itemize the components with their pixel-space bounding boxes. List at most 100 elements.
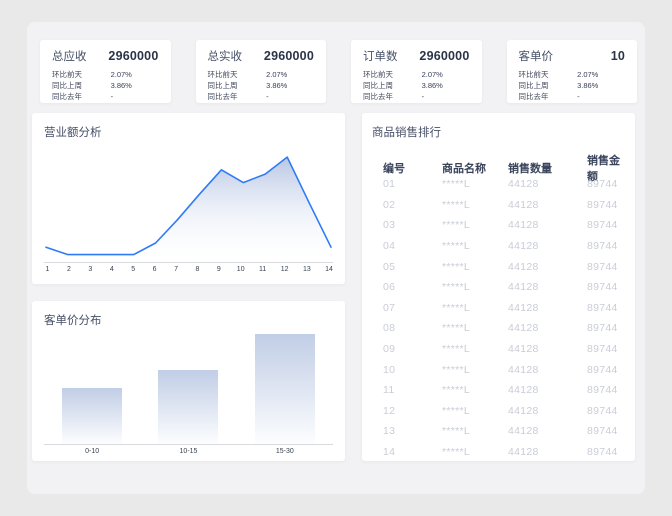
bar-0-10 bbox=[62, 388, 123, 444]
column-header-sales-amount: 销售金额 bbox=[587, 155, 620, 183]
cell-sales-qty: 44128 bbox=[508, 446, 539, 459]
cell-sales-qty: 44128 bbox=[508, 301, 539, 314]
cell-product-name: *****L bbox=[442, 384, 471, 397]
kpi-metric-row: 环比前天 2.07% bbox=[363, 69, 470, 80]
kpi-metric-label: 同比上周 bbox=[52, 81, 82, 90]
cell-no: 07 bbox=[383, 301, 396, 314]
x-tick-label: 4 bbox=[109, 266, 114, 273]
kpi-title: 客单价 bbox=[518, 51, 554, 63]
table-row: 05 *****L 44128 89744 bbox=[372, 256, 625, 277]
cell-product-name: *****L bbox=[442, 260, 471, 273]
bar-category-label: 15-30 bbox=[275, 448, 294, 455]
cell-sales-amount: 89744 bbox=[587, 446, 618, 459]
kpi-metric-value: 3.86% bbox=[421, 81, 443, 90]
table-row: 11 *****L 44128 89744 bbox=[372, 380, 625, 401]
kpi-card-order-count: 订单数 2960000 环比前天 2.07% 同比上周 3.86% 同比去年 - bbox=[351, 40, 482, 103]
kpi-metric-value: 2.07% bbox=[421, 70, 443, 79]
cell-sales-amount: 89744 bbox=[587, 363, 618, 376]
x-tick-label: 13 bbox=[302, 266, 311, 273]
x-tick-label: 10 bbox=[236, 266, 245, 273]
cell-no: 14 bbox=[383, 446, 396, 459]
dashboard-panel: 总应收 2960000 环比前天 2.07% 同比上周 3.86% 同比去年 -… bbox=[27, 22, 645, 494]
cell-sales-amount: 89744 bbox=[587, 281, 618, 294]
kpi-metric-value: 3.86% bbox=[577, 81, 599, 90]
cell-sales-qty: 44128 bbox=[508, 363, 539, 376]
kpi-metric-row: 同比去年 - bbox=[52, 91, 159, 102]
bar-15-30 bbox=[254, 334, 315, 444]
cell-no: 13 bbox=[383, 425, 396, 438]
cell-no: 03 bbox=[383, 219, 396, 232]
x-tick-label: 12 bbox=[280, 266, 289, 273]
cell-sales-amount: 89744 bbox=[587, 260, 618, 273]
bar-chart-x-axis: 0-10 10-15 15-30 bbox=[44, 448, 333, 455]
kpi-card-avg-order-value: 客单价 10 环比前天 2.07% 同比上周 3.86% 同比去年 - bbox=[506, 40, 637, 103]
kpi-value: 2960000 bbox=[419, 49, 470, 63]
kpi-metric-row: 同比上周 3.86% bbox=[363, 80, 470, 91]
bar-column bbox=[140, 370, 236, 444]
kpi-metric-label: 环比前天 bbox=[207, 70, 238, 79]
cell-sales-amount: 89744 bbox=[587, 219, 618, 232]
cell-sales-qty: 44128 bbox=[508, 404, 539, 417]
cell-sales-qty: 44128 bbox=[508, 178, 539, 191]
kpi-metric-value: - bbox=[577, 92, 580, 101]
revenue-analysis-card: 营业额分析 1 2 3 4 5 6 7 8 9 10 11 12 13 14 bbox=[32, 113, 345, 284]
column-header-product-name: 商品名称 bbox=[442, 163, 486, 175]
cell-sales-qty: 44128 bbox=[508, 281, 539, 294]
kpi-metric-label: 同比上周 bbox=[207, 81, 238, 90]
cell-no: 10 bbox=[383, 363, 396, 376]
kpi-head: 总实收 2960000 bbox=[208, 48, 315, 64]
kpi-title: 总应收 bbox=[52, 51, 87, 63]
cell-sales-amount: 89744 bbox=[587, 198, 618, 211]
content-row: 营业额分析 1 2 3 4 5 6 7 8 9 10 11 12 13 14 客单价分布 0-10 10-1… bbox=[32, 113, 635, 461]
table-row: 02 *****L 44128 89744 bbox=[372, 195, 625, 216]
table-row: 07 *****L 44128 89744 bbox=[372, 298, 625, 319]
kpi-card-total-received: 总实收 2960000 环比前天 2.07% 同比上周 3.86% 同比去年 - bbox=[195, 40, 326, 103]
cell-no: 12 bbox=[383, 404, 396, 417]
area-fill bbox=[46, 157, 331, 261]
cell-sales-amount: 89744 bbox=[587, 301, 618, 314]
cell-product-name: *****L bbox=[442, 404, 471, 417]
kpi-metric-label: 同比去年 bbox=[363, 92, 393, 101]
kpi-row: 总应收 2960000 环比前天 2.07% 同比上周 3.86% 同比去年 -… bbox=[40, 40, 637, 103]
kpi-metric-row: 同比上周 3.86% bbox=[519, 80, 626, 91]
cell-product-name: *****L bbox=[442, 425, 471, 438]
cell-product-name: *****L bbox=[442, 198, 471, 211]
cell-sales-qty: 44128 bbox=[508, 240, 539, 253]
cell-sales-amount: 89744 bbox=[587, 404, 618, 417]
cell-product-name: *****L bbox=[442, 281, 471, 294]
kpi-metric-row: 环比前天 2.07% bbox=[519, 69, 626, 80]
kpi-metric-row: 同比上周 3.86% bbox=[208, 80, 315, 91]
cell-no: 08 bbox=[383, 322, 396, 335]
cell-product-name: *****L bbox=[442, 219, 471, 232]
table-body: 01 *****L 44128 89744 02 *****L 44128 89744 03 **… bbox=[372, 174, 625, 462]
cell-product-name: *****L bbox=[442, 301, 471, 314]
cell-product-name: *****L bbox=[442, 446, 471, 459]
cell-no: 06 bbox=[383, 281, 396, 294]
kpi-metric-value: - bbox=[421, 92, 425, 101]
kpi-metric-value: 2.07% bbox=[577, 70, 599, 79]
kpi-metric-value: 3.86% bbox=[110, 81, 132, 90]
table-row: 01 *****L 44128 89744 bbox=[372, 174, 625, 195]
x-tick-label: 7 bbox=[174, 266, 178, 273]
bar-column bbox=[237, 334, 333, 444]
kpi-title: 总实收 bbox=[207, 51, 243, 63]
kpi-metric-label: 同比上周 bbox=[363, 81, 393, 90]
cell-sales-amount: 89744 bbox=[587, 343, 618, 356]
kpi-metric-row: 环比前天 2.07% bbox=[208, 69, 315, 80]
cell-no: 01 bbox=[383, 178, 396, 191]
cell-product-name: *****L bbox=[442, 363, 471, 376]
line-chart-title: 营业额分析 bbox=[44, 127, 102, 139]
cell-sales-qty: 44128 bbox=[508, 219, 539, 232]
kpi-metric-row: 同比去年 - bbox=[363, 91, 470, 102]
table-row: 13 *****L 44128 89744 bbox=[372, 421, 625, 442]
kpi-metric-value: 3.86% bbox=[266, 81, 288, 90]
line-chart-x-axis: 1 2 3 4 5 6 7 8 9 10 11 12 13 14 bbox=[44, 266, 333, 273]
kpi-metric-value: - bbox=[110, 92, 114, 101]
bar-category-label: 10-15 bbox=[179, 448, 198, 455]
table-row: 14 *****L 44128 89744 bbox=[372, 442, 625, 463]
kpi-metric-row: 同比去年 - bbox=[519, 91, 626, 102]
table-row: 04 *****L 44128 89744 bbox=[372, 236, 625, 257]
cell-no: 02 bbox=[383, 198, 396, 211]
x-tick-label: 8 bbox=[195, 266, 200, 273]
cell-sales-qty: 44128 bbox=[508, 322, 539, 335]
